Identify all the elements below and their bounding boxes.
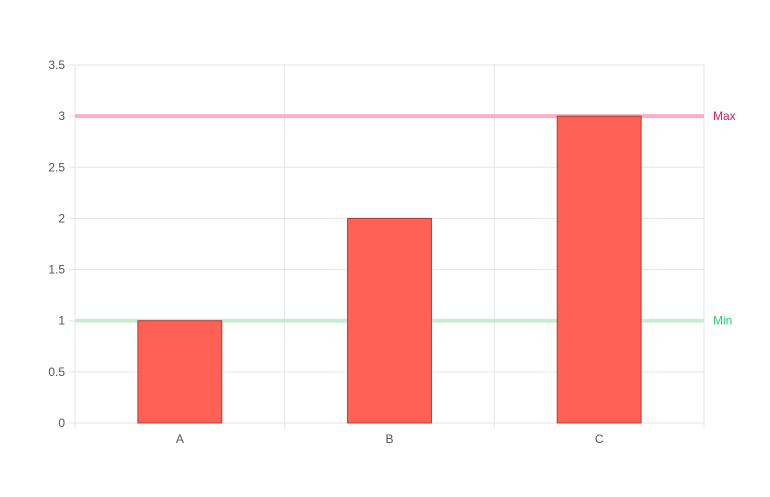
bar-b[interactable]	[347, 217, 432, 424]
x-tick-label: C	[595, 432, 604, 446]
x-tick-label: B	[385, 432, 393, 446]
bar-a[interactable]	[137, 320, 223, 424]
y-tick-label: 3	[58, 109, 65, 123]
y-tick-label: 1	[58, 314, 65, 328]
y-tick-label: 2.5	[48, 160, 65, 174]
reference-label-min: Min	[713, 314, 732, 328]
y-axis-ticks: 0 0.5 1 1.5 2 2.5 3 3.5	[48, 58, 65, 430]
y-tick-label: 0.5	[48, 365, 65, 379]
x-tick-label: A	[176, 432, 184, 446]
reference-line-labels: Max Min	[713, 109, 736, 328]
bar-c[interactable]	[556, 115, 642, 424]
y-tick-label: 2	[58, 211, 65, 225]
reference-label-max: Max	[713, 109, 736, 123]
bars	[137, 115, 642, 424]
y-tick-label: 3.5	[48, 58, 65, 72]
y-tick-label: 0	[58, 416, 65, 430]
y-tick-label: 1.5	[48, 263, 65, 277]
x-axis-ticks: A B C	[176, 432, 604, 446]
